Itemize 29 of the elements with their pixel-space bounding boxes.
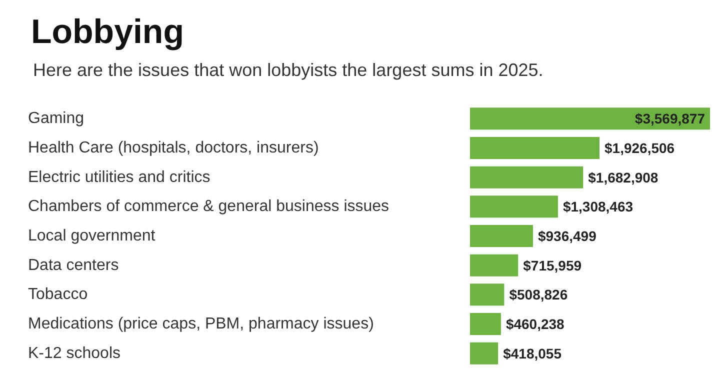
bar	[470, 166, 584, 188]
text: Here are the issues that won lobbyists the largest sums in 2025.	[33, 60, 544, 80]
data-label: $1,926,506	[604, 140, 675, 156]
data-label: $936,499	[538, 228, 597, 244]
bar	[470, 137, 600, 159]
y-tick-label: K-12 schools	[28, 344, 120, 362]
bar	[470, 313, 501, 335]
y-tick-label: Data centers	[28, 256, 119, 274]
y-tick-label: Gaming	[28, 110, 84, 128]
data-label: $508,826	[509, 286, 568, 303]
data-label: $418,055	[503, 345, 562, 362]
data-label: $1,308,463	[562, 198, 634, 215]
y-tick-label: Chambers of commerce & general business issues	[28, 198, 390, 216]
data-label: $460,238	[506, 316, 565, 332]
data-label: $715,959	[523, 257, 582, 274]
bar	[470, 254, 518, 276]
data-label: $3,569,877	[634, 110, 706, 127]
y-tick-label: Medications (price caps, PBM, pharmacy issues)	[28, 316, 374, 332]
y-tick-label: Tobacco	[28, 286, 88, 304]
bar	[470, 342, 498, 364]
data-label: $1,682,908	[588, 169, 658, 186]
bar	[470, 196, 558, 218]
bar	[470, 225, 533, 247]
bar	[470, 284, 504, 306]
y-tick-label: Local government	[28, 228, 156, 244]
bar	[470, 108, 710, 130]
text: Lobbying	[31, 13, 184, 51]
y-tick-label: Electric utilities and critics	[28, 168, 210, 186]
y-tick-label: Health Care (hospitals, doctors, insurers)	[28, 140, 319, 156]
